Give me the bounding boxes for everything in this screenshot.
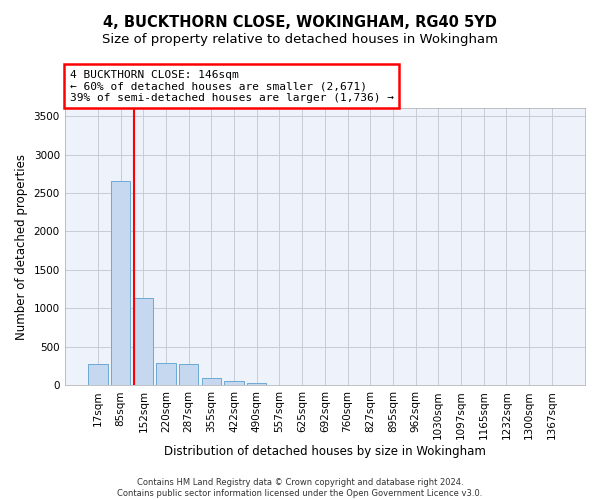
Bar <box>202 378 221 386</box>
Bar <box>88 364 107 386</box>
Bar <box>134 298 153 386</box>
Bar <box>179 364 199 386</box>
Bar <box>157 364 176 386</box>
X-axis label: Distribution of detached houses by size in Wokingham: Distribution of detached houses by size … <box>164 444 486 458</box>
Text: Size of property relative to detached houses in Wokingham: Size of property relative to detached ho… <box>102 32 498 46</box>
Bar <box>111 182 130 386</box>
Bar <box>224 381 244 386</box>
Bar <box>247 382 266 386</box>
Text: Contains HM Land Registry data © Crown copyright and database right 2024.
Contai: Contains HM Land Registry data © Crown c… <box>118 478 482 498</box>
Y-axis label: Number of detached properties: Number of detached properties <box>15 154 28 340</box>
Text: 4 BUCKTHORN CLOSE: 146sqm
← 60% of detached houses are smaller (2,671)
39% of se: 4 BUCKTHORN CLOSE: 146sqm ← 60% of detac… <box>70 70 394 103</box>
Text: 4, BUCKTHORN CLOSE, WOKINGHAM, RG40 5YD: 4, BUCKTHORN CLOSE, WOKINGHAM, RG40 5YD <box>103 15 497 30</box>
